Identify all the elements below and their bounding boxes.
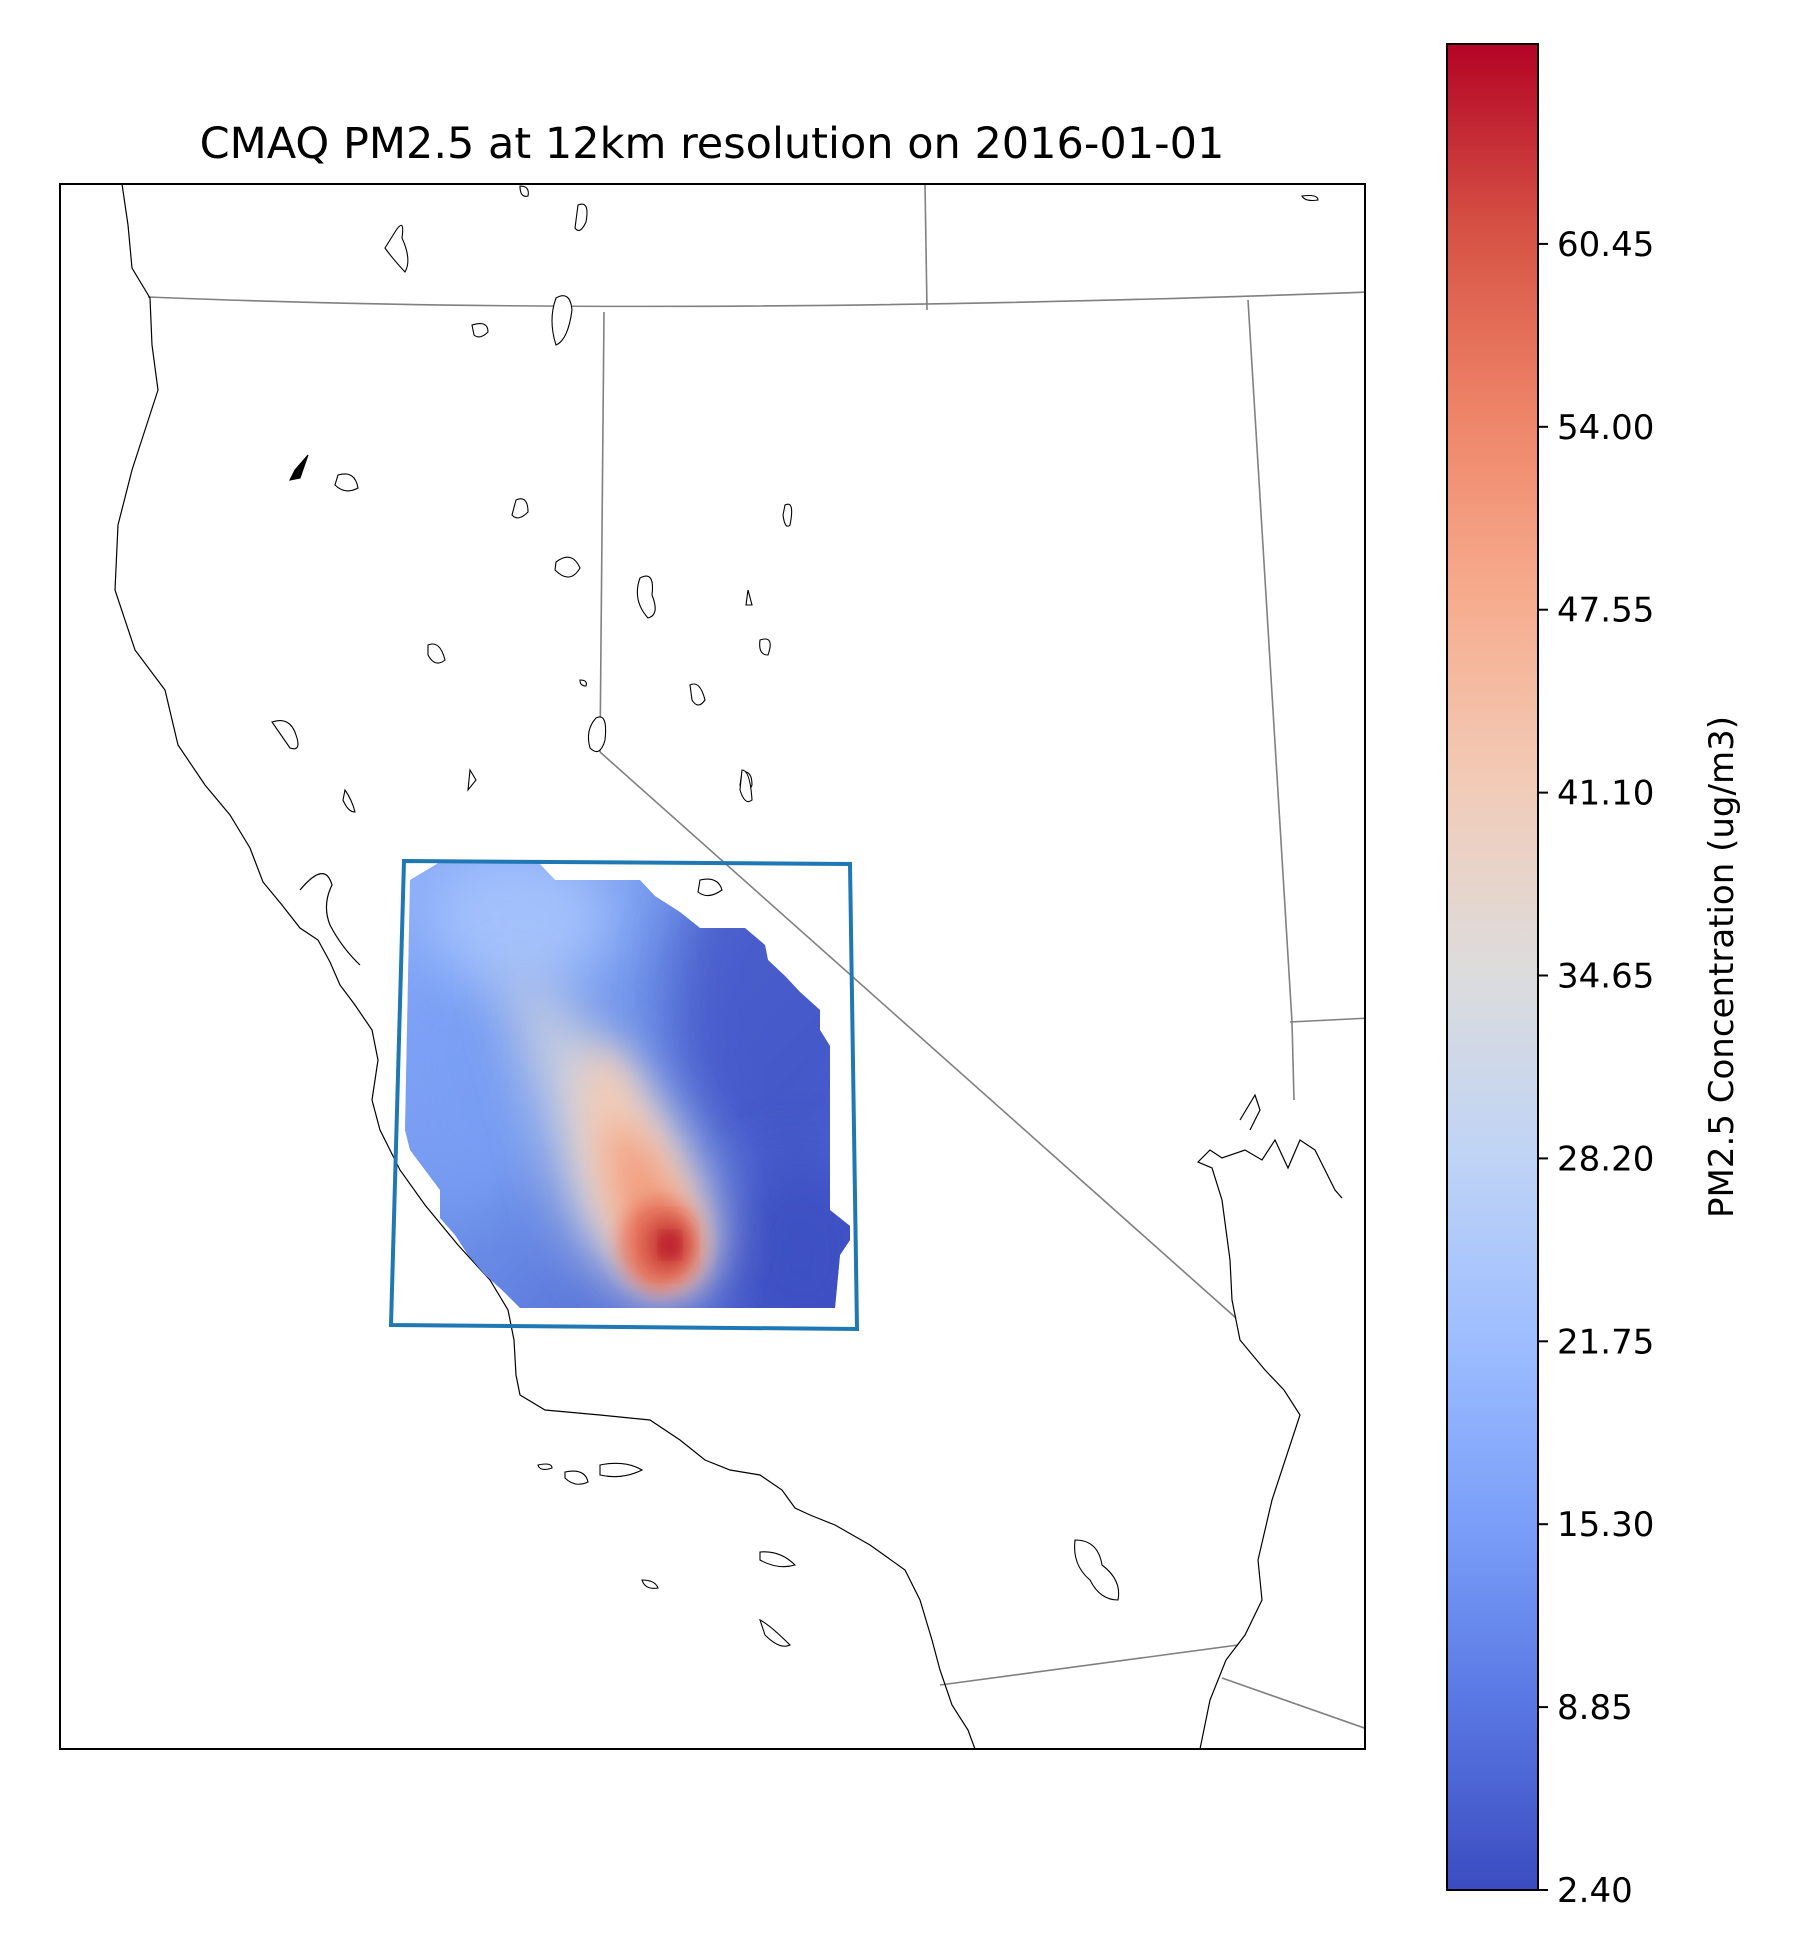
map-axes	[59, 183, 1366, 1750]
island-5	[641, 1579, 659, 1589]
colorbar-tick-label: 15.30	[1557, 1505, 1654, 1545]
lake-9	[739, 769, 753, 803]
lake-salton	[1074, 1539, 1120, 1601]
colorbar-tick-label: 41.10	[1557, 774, 1654, 814]
lake-shasta	[289, 454, 309, 481]
sf-bay	[299, 873, 361, 966]
lake-honey	[554, 556, 581, 578]
cmaq-domain-box	[388, 858, 860, 1332]
lake-goose	[551, 295, 573, 346]
lake-4b	[342, 788, 356, 813]
pacific-coastline	[114, 184, 976, 1749]
colorbar-label: PM2.5 Concentration (ug/m3)	[1702, 716, 1742, 1218]
lake-clear	[427, 643, 446, 664]
island-1	[537, 1463, 553, 1471]
lake-1	[574, 203, 588, 231]
lake-3	[519, 185, 529, 197]
channel-islands	[537, 1462, 797, 1647]
lake-pyramid	[636, 575, 656, 619]
colorbar-tick-label: 2.40	[1557, 1871, 1633, 1911]
island-2	[564, 1470, 589, 1485]
lake-almanor	[511, 498, 529, 519]
lake-7	[689, 683, 706, 706]
california-nevada-diagonal	[599, 751, 1237, 1319]
oregon-border	[147, 291, 1365, 308]
lake-mono	[697, 878, 723, 897]
arizona-border-north	[1289, 1017, 1365, 1023]
lake-lahontan	[759, 638, 771, 656]
lake-eagle	[334, 473, 359, 492]
colorbar-tick-label: 21.75	[1557, 1322, 1654, 1362]
lake-tahoe	[587, 716, 607, 753]
island-3	[599, 1462, 644, 1478]
island-4	[759, 1551, 797, 1568]
arizona-mexico-border	[1221, 1677, 1365, 1730]
state-borders	[147, 184, 1365, 1730]
colorbar-gradient	[1446, 43, 1539, 1891]
lake-8	[467, 768, 477, 792]
colorbar-tick-label: 34.65	[1557, 957, 1654, 997]
map-frame	[59, 183, 1366, 1750]
idaho-nevada-line	[924, 184, 928, 311]
colorbar: 2.40 8.85 15.30 21.75 28.20 34.65 41.10 47.55 54…	[1446, 43, 1742, 1911]
lakes	[271, 185, 1319, 1601]
mexico-border	[939, 1644, 1239, 1686]
california-nevada-north	[599, 311, 605, 753]
lake-rye	[745, 589, 753, 606]
colorbar-tick-label: 60.45	[1557, 225, 1654, 265]
lake-berryessa	[271, 720, 299, 750]
colorbar-ticks: 2.40 8.85 15.30 21.75 28.20 34.65 41.10 47.55 54…	[1538, 225, 1654, 1911]
lake-4	[1301, 194, 1319, 202]
colorbar-tick-label: 54.00	[1557, 408, 1654, 448]
colorado-river	[1196, 1138, 1343, 1749]
lake-carson	[782, 503, 793, 527]
lake-klamath	[384, 224, 409, 273]
colorbar-tick-label: 28.20	[1557, 1139, 1654, 1179]
lake-6	[579, 679, 587, 687]
coastline	[114, 184, 1343, 1749]
map-title: CMAQ PM2.5 at 12km resolution on 2016-01…	[200, 119, 1225, 169]
island-6	[759, 1618, 791, 1647]
colorbar-tick-label: 47.55	[1557, 591, 1654, 631]
lake-mead	[1239, 1093, 1261, 1131]
lake-2	[471, 323, 489, 338]
colorbar-tick-label: 8.85	[1557, 1688, 1633, 1728]
